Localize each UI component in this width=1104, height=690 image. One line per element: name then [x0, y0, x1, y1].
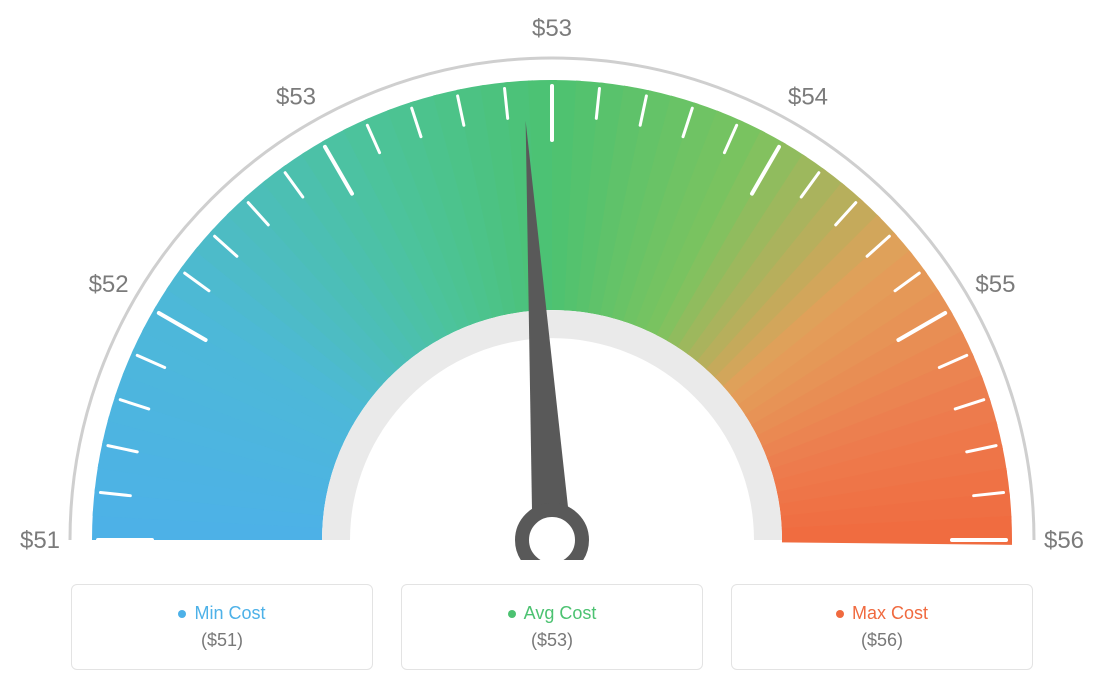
legend-value-min: ($51): [201, 630, 243, 651]
legend-label-min: Min Cost: [194, 603, 265, 624]
legend-dot-avg: [508, 610, 516, 618]
legend-dot-min: [178, 610, 186, 618]
svg-text:$56: $56: [1044, 527, 1084, 554]
svg-text:$54: $54: [788, 84, 828, 111]
svg-text:$53: $53: [532, 15, 572, 42]
legend-card-max: Max Cost ($56): [731, 584, 1033, 670]
legend-label-max: Max Cost: [852, 603, 928, 624]
legend-card-avg: Avg Cost ($53): [401, 584, 703, 670]
legend-row: Min Cost ($51) Avg Cost ($53) Max Cost (…: [0, 584, 1104, 670]
svg-text:$52: $52: [89, 271, 129, 298]
legend-value-max: ($56): [861, 630, 903, 651]
svg-text:$53: $53: [276, 84, 316, 111]
svg-text:$55: $55: [975, 271, 1015, 298]
legend-card-min: Min Cost ($51): [71, 584, 373, 670]
cost-gauge-chart: $51 $52 $53 $53 $54 $55 $56 Min Cost ($51) Avg…: [0, 0, 1104, 690]
legend-value-avg: ($53): [531, 630, 573, 651]
legend-dot-max: [836, 610, 844, 618]
svg-text:$51: $51: [20, 527, 60, 554]
legend-label-avg: Avg Cost: [524, 603, 597, 624]
gauge: $51 $52 $53 $53 $54 $55 $56: [0, 0, 1104, 560]
